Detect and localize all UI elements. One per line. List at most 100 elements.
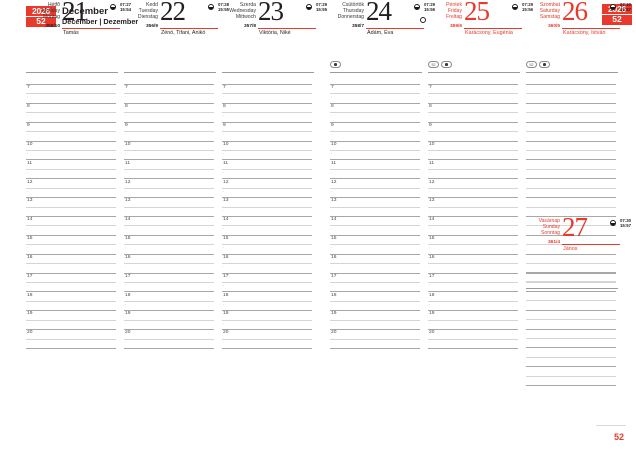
nameday-names: Viktória, Niké <box>259 30 291 36</box>
blank-grid-sunday[interactable] <box>526 272 616 387</box>
hour-grid-4[interactable]: 7 · 8 · 9 · 10 · 11 · 12 · 13 · 14 · 15 · 16 · 17 · 18 · 19 · 20 · <box>428 84 518 349</box>
half-hour-mark: · <box>27 113 29 119</box>
half-hour-line <box>124 168 214 170</box>
half-hour-line <box>330 300 420 302</box>
half-hour-mark: · <box>223 188 225 194</box>
hour-label: 16 <box>125 254 131 260</box>
hour-line <box>222 178 312 180</box>
hour-grid-1[interactable]: 7 · 8 · 9 · 10 · 11 · 12 · 13 · 14 · 15 · 16 · 17 · 18 · 19 · 20 · <box>124 84 214 349</box>
day-name-hu: Vasárnap <box>538 218 560 224</box>
hour-label: 15 <box>331 236 337 241</box>
half-hour-line <box>26 187 116 189</box>
hour-line <box>330 347 420 349</box>
half-hour-line <box>330 263 420 265</box>
hour-line <box>330 102 420 104</box>
day-header-rule <box>526 288 618 289</box>
hour-label: 7 <box>331 85 334 91</box>
half-hour-line <box>26 319 116 321</box>
half-hour-mark: · <box>223 169 225 175</box>
half-hour-line <box>124 300 214 302</box>
day-number: 23 <box>258 0 284 26</box>
day-of-year: 357/8 <box>243 24 256 29</box>
half-hour-line <box>428 281 518 283</box>
sun-icon <box>110 4 117 11</box>
half-hour-mark: · <box>27 264 29 270</box>
hour-label: 11 <box>223 160 229 166</box>
day-header-4[interactable]: Péntek Friday Freitag 359/6 25 Karácsony, Eug… <box>428 0 533 73</box>
hour-label: 8 <box>223 104 226 110</box>
day-names: Kedd Tuesday Dienstag <box>124 2 158 21</box>
day-underline <box>258 28 316 29</box>
half-hour-line <box>124 112 214 114</box>
day-header-6[interactable]: Vasárnap Sunday Sonntag 361/4 27 János 07:30 15… <box>526 212 631 289</box>
badge-week[interactable]: 52 <box>428 61 439 68</box>
hour-label: 7 <box>223 85 226 91</box>
half-hour-line <box>222 225 312 227</box>
badge-moon[interactable] <box>539 61 550 68</box>
day-header-rule <box>26 72 118 73</box>
half-hour-line <box>330 319 420 321</box>
hour-line <box>428 197 518 199</box>
ruled-line-half <box>526 168 616 170</box>
hour-label: 18 <box>223 292 229 298</box>
half-hour-line <box>26 206 116 208</box>
day-header-2[interactable]: Szerda Wednesday Mittwoch 357/8 23 Viktória, … <box>222 0 327 73</box>
half-hour-mark: · <box>331 132 333 138</box>
nameday-names: Karácsony, Eugénia <box>465 30 513 36</box>
hour-grid-2[interactable]: 7 · 8 · 9 · 10 · 11 · 12 · 13 · 14 · 15 · 16 · 17 · 18 · 19 · 20 · <box>222 84 312 349</box>
ruled-line <box>526 328 616 330</box>
day-name-de: Mittwoch <box>235 14 256 21</box>
half-hour-line <box>222 319 312 321</box>
nameday-names: Tamás <box>63 30 79 36</box>
hour-line <box>124 291 214 293</box>
half-hour-mark: · <box>429 245 431 251</box>
year-label: 2026 <box>26 6 56 17</box>
ruled-line <box>526 197 616 199</box>
hour-label: 18 <box>331 292 337 298</box>
badge-moon[interactable] <box>441 61 452 68</box>
sun-times: 07:28 15:55 <box>208 2 242 18</box>
badge-week[interactable]: 52 <box>526 61 537 68</box>
half-hour-line <box>428 168 518 170</box>
ruled-line-half <box>526 93 616 95</box>
hour-line <box>428 310 518 312</box>
half-hour-line <box>124 187 214 189</box>
sun-icon <box>414 4 421 11</box>
hour-label: 20 <box>223 330 229 336</box>
month-secondary: December | Dezember <box>62 17 139 26</box>
half-hour-mark: · <box>27 320 29 326</box>
blank-grid-saturday[interactable] <box>526 84 616 293</box>
day-name-en: Sunday <box>542 224 560 231</box>
half-hour-line <box>222 131 312 133</box>
day-header-3[interactable]: Csütörtök Thursday Donnerstag 358/7 24 Ádám, … <box>330 0 435 73</box>
half-hour-line <box>330 112 420 114</box>
hour-label: 10 <box>331 141 337 147</box>
sun-times: 07:29 15:56 <box>414 2 448 18</box>
day-underline <box>562 244 620 245</box>
day-header-1[interactable]: Kedd Tuesday Dienstag 356/9 22 Zénó, Tifani, … <box>124 0 229 73</box>
badge-moon[interactable] <box>330 61 341 68</box>
half-hour-mark: · <box>125 264 127 270</box>
day-header-rule <box>330 72 422 73</box>
hour-label: 13 <box>429 198 435 204</box>
hour-line <box>26 197 116 199</box>
half-hour-line <box>222 187 312 189</box>
half-hour-line <box>222 150 312 151</box>
hour-label: 12 <box>223 179 229 185</box>
half-hour-mark: · <box>223 132 225 138</box>
page-number: 52 <box>613 432 624 442</box>
hour-label: 14 <box>429 217 435 223</box>
hour-line <box>26 121 116 123</box>
hour-label: 19 <box>27 311 33 317</box>
day-header-5[interactable]: Szombat Saturday Samstag 360/5 26 Karácsony, … <box>526 0 631 73</box>
hour-grid-3[interactable]: 7 · 8 · 9 · 10 · 11 · 12 · 13 · 14 · 15 · 16 · 17 · 18 · 19 · 20 · <box>330 84 420 349</box>
ruled-line-half <box>526 263 616 265</box>
hour-label: 8 <box>27 104 30 110</box>
half-hour-mark: · <box>27 282 29 288</box>
hour-grid-0[interactable]: 7 · 8 · 9 · 10 · 11 · 12 · 13 · 14 · 15 · 16 · 17 · 18 · 19 · 20 · <box>26 84 116 349</box>
ruled-line <box>526 102 616 104</box>
hour-label: 7 <box>27 85 30 91</box>
ruled-line <box>526 178 616 180</box>
sun-times: 07:30 15:57 <box>610 2 636 18</box>
day-header-0[interactable]: Hétfő Monday Montag 355/10 21 Tamás 07:27 15:54 <box>26 0 131 73</box>
